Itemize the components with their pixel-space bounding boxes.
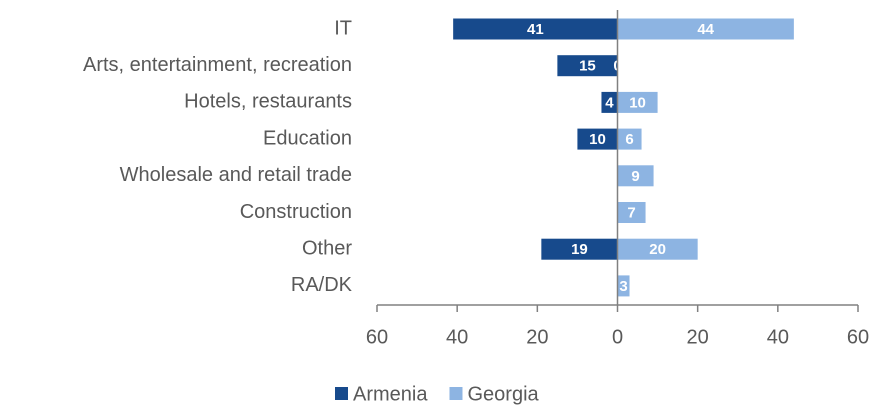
category-label: Other — [302, 237, 352, 259]
x-tick-label: 60 — [847, 326, 869, 348]
bar — [617, 275, 630, 297]
bar — [453, 18, 618, 40]
data-label: 10 — [629, 94, 646, 111]
legend-label: Georgia — [467, 383, 539, 405]
data-label: 19 — [571, 241, 588, 258]
bar — [617, 128, 642, 150]
bar — [577, 128, 618, 150]
bar — [617, 165, 654, 187]
category-label: IT — [334, 17, 352, 39]
category-label: Wholesale and retail trade — [120, 164, 352, 186]
bar — [557, 55, 618, 77]
data-label: 41 — [527, 21, 544, 38]
x-tick-label: 20 — [526, 326, 548, 348]
data-label: 20 — [649, 241, 666, 258]
category-label: Construction — [240, 201, 352, 223]
data-label: 44 — [697, 21, 714, 38]
x-tick-label: 60 — [366, 326, 388, 348]
category-label: Hotels, restaurants — [184, 91, 352, 113]
data-label: 9 — [631, 168, 639, 185]
data-label: 3 — [619, 278, 627, 295]
data-label: 10 — [589, 131, 606, 148]
x-tick-label: 40 — [446, 326, 468, 348]
bar — [541, 238, 618, 260]
bar — [617, 91, 658, 113]
bar — [617, 238, 698, 260]
x-tick-label: 40 — [767, 326, 789, 348]
bar — [601, 91, 618, 113]
bar — [617, 202, 646, 223]
bar — [617, 18, 794, 40]
category-label: Arts, entertainment, recreation — [83, 54, 352, 76]
legend-swatch — [449, 387, 463, 400]
data-label: 6 — [625, 131, 633, 148]
x-tick-label: 0 — [612, 326, 623, 348]
data-label: 4 — [605, 94, 614, 111]
x-tick-label: 20 — [687, 326, 709, 348]
category-label: Education — [263, 127, 352, 149]
data-label: 15 — [579, 58, 596, 75]
legend-swatch — [335, 387, 348, 400]
category-label: RA/DK — [291, 274, 353, 296]
data-label: 7 — [627, 204, 635, 221]
legend-label: Armenia — [353, 383, 428, 405]
